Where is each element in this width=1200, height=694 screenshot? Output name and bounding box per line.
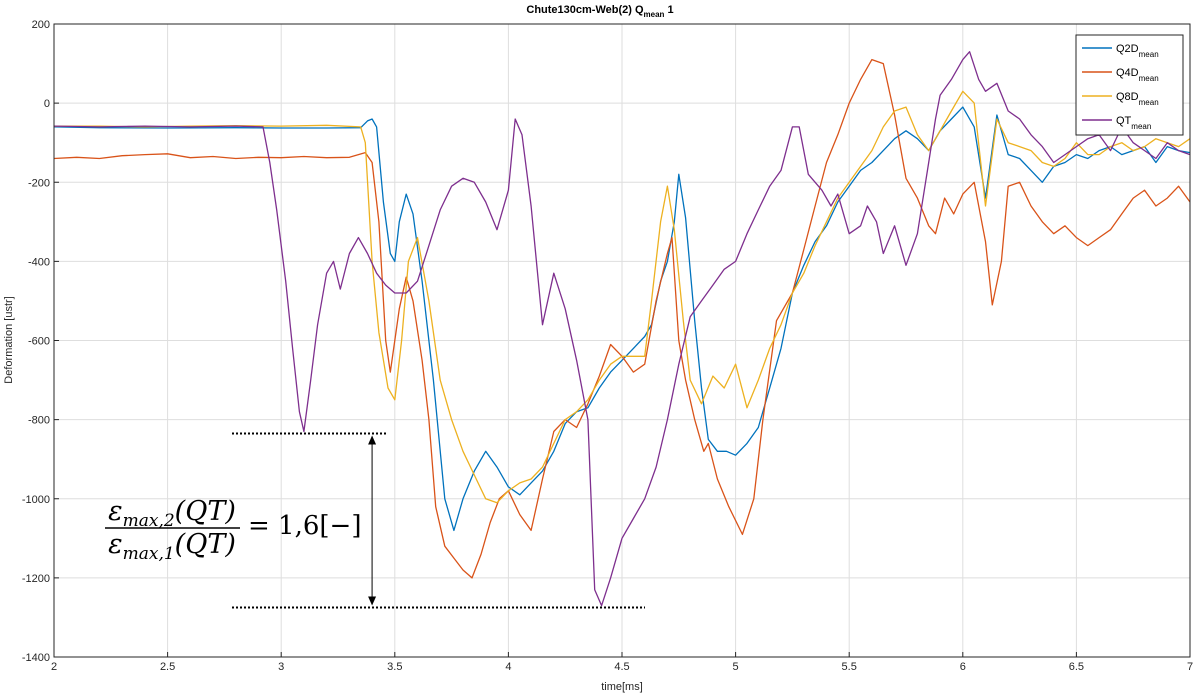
chart-title-sub: mean bbox=[644, 10, 665, 19]
y-tick-label: -400 bbox=[28, 256, 50, 268]
chart-title-suffix: 1 bbox=[664, 4, 673, 16]
legend-label-q4d: Q4Dmean bbox=[1116, 67, 1159, 83]
x-tick-label: 5 bbox=[733, 661, 739, 673]
x-tick-label: 6 bbox=[960, 661, 966, 673]
series-lines bbox=[53, 51, 1191, 607]
chart-title: Chute130cm-Web(2) Qmean 1 bbox=[526, 4, 673, 19]
y-tick-label: -800 bbox=[28, 415, 50, 427]
chart-title-main: Chute130cm-Web(2) Q bbox=[526, 4, 644, 16]
y-tick-label: 0 bbox=[44, 98, 50, 110]
y-tick-label: -1000 bbox=[22, 494, 50, 506]
x-tick-label: 6.5 bbox=[1069, 661, 1084, 673]
y-tick-label: 200 bbox=[32, 19, 50, 31]
legend-label-qt: QTmean bbox=[1116, 115, 1151, 131]
series-line-q8d bbox=[54, 90, 1191, 504]
legend-box bbox=[1075, 34, 1184, 136]
y-tick-label: -200 bbox=[28, 177, 50, 189]
x-tick-label: 3 bbox=[278, 661, 284, 673]
arrow-down-icon bbox=[368, 596, 377, 606]
x-tick-label: 5.5 bbox=[842, 661, 857, 673]
plot-box bbox=[53, 23, 1191, 658]
legend: Q2Dmean Q4Dmean Q8Dmean QTmean bbox=[1075, 34, 1184, 136]
series-line-qt bbox=[53, 51, 1191, 607]
x-tick-label: 4.5 bbox=[614, 661, 629, 673]
x-tick-label: 7 bbox=[1187, 661, 1193, 673]
y-tick-label: -1200 bbox=[22, 573, 50, 585]
legend-label-q2d: Q2Dmean bbox=[1116, 43, 1159, 59]
legend-label-q8d: Q8Dmean bbox=[1116, 91, 1159, 107]
x-axis-label: time[ms] bbox=[601, 681, 643, 693]
x-tick-label: 3.5 bbox=[387, 661, 402, 673]
ratio-denominator: εmax,1(QT) bbox=[108, 529, 236, 564]
ratio-annotation: εmax,2(QT) εmax,1(QT) = 1,6[−] bbox=[105, 432, 645, 609]
y-tick-label: -1400 bbox=[22, 652, 50, 664]
ratio-numerator: εmax,2(QT) bbox=[108, 496, 236, 531]
y-tick-label: -600 bbox=[28, 336, 50, 348]
series-line-q2d bbox=[53, 106, 1191, 532]
x-tick-label: 2.5 bbox=[160, 661, 175, 673]
arrow-up-icon bbox=[368, 435, 377, 445]
series-line-q4d bbox=[53, 58, 1191, 579]
y-axis-label: Deformation [ustr] bbox=[3, 296, 15, 383]
ratio-result: = 1,6[−] bbox=[248, 511, 361, 541]
x-tick-label: 4 bbox=[505, 661, 511, 673]
x-tick-label: 2 bbox=[51, 661, 57, 673]
